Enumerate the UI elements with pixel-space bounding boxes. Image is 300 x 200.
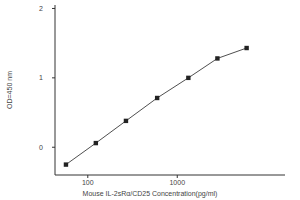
plot-area [64, 46, 249, 167]
data-point [244, 46, 248, 50]
x-axis-label: Mouse IL-2sRα/CD25 Concentration(pg/ml) [83, 190, 218, 198]
x-tick-label: 100 [82, 179, 94, 186]
data-point [124, 119, 128, 123]
chart: 0 1 2 100 1000 Mouse IL-2sRα/CD25 Concentrati… [0, 0, 300, 200]
y-tick-label: 2 [39, 5, 43, 12]
data-point [94, 141, 98, 145]
data-point [186, 76, 190, 80]
x-tick [87, 175, 88, 178]
data-point [155, 96, 159, 100]
y-tick-label: 1 [39, 74, 43, 81]
data-point [215, 56, 219, 60]
y-axis [55, 5, 56, 175]
x-axis [55, 175, 285, 176]
y-tick [52, 8, 55, 9]
chart-svg: 0 1 2 100 1000 Mouse IL-2sRα/CD25 Concentrati… [0, 0, 300, 200]
y-tick [52, 77, 55, 78]
y-tick-label: 0 [39, 144, 43, 151]
y-axis-label: OD=450 nm [6, 71, 13, 109]
data-line [66, 48, 247, 165]
x-tick [177, 175, 178, 178]
y-tick [52, 147, 55, 148]
data-point [64, 162, 68, 166]
x-tick-label: 1000 [169, 179, 185, 186]
